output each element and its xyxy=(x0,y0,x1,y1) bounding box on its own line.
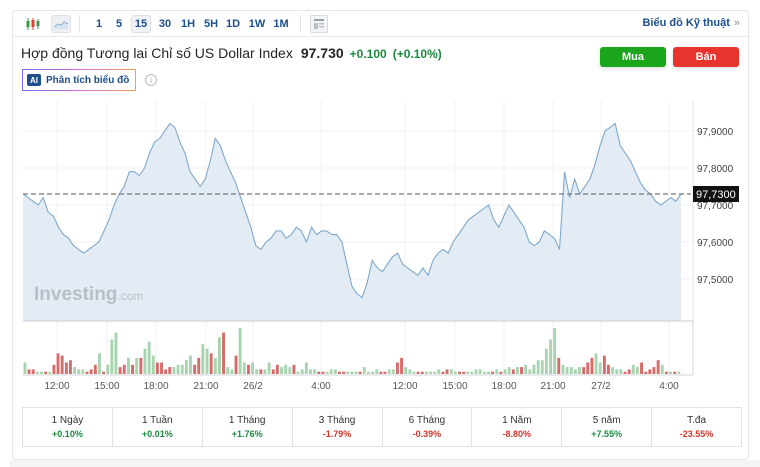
performance-period: 1 Tuần xyxy=(142,415,173,426)
price-change: +0.100 xyxy=(349,47,387,61)
sell-button[interactable]: Bán xyxy=(673,47,739,67)
performance-cell[interactable]: 6 Tháng -0.39% xyxy=(383,408,473,446)
time-axis: 12:00 15:00 18:00 21:00 26/2 4:00 12:00 15:00 18… xyxy=(44,381,679,392)
performance-period: 5 năm xyxy=(592,415,621,426)
price-line xyxy=(22,122,682,299)
chart-widget: 1 5 15 30 1H 5H 1D 1W 1M Biểu đồ Kỹ thuật» Hợp đ… xyxy=(12,10,749,460)
time-tick: 4:00 xyxy=(311,381,331,392)
price-area-fill xyxy=(23,123,681,321)
double-chevron-right-icon: » xyxy=(733,17,740,29)
ai-analysis-label: Phân tích biểu đồ xyxy=(46,74,130,86)
time-tick: 18:00 xyxy=(491,381,516,392)
timeframe-1d[interactable]: 1D xyxy=(225,18,241,30)
time-tick: 15:00 xyxy=(94,381,119,392)
ai-chart-analysis-button[interactable]: AI Phân tích biểu đồ xyxy=(22,69,137,91)
time-tick: 21:00 xyxy=(193,381,218,392)
time-tick: 4:00 xyxy=(659,381,679,392)
performance-cell[interactable]: 1 Tuần +0.01% xyxy=(113,408,203,446)
price-tick: 97,5000 xyxy=(697,275,734,286)
layout-icon[interactable] xyxy=(310,15,328,33)
timeframe-1w[interactable]: 1W xyxy=(248,18,266,30)
performance-value: +1.76% xyxy=(231,429,263,439)
performance-value: -0.39% xyxy=(412,429,442,439)
price-tick: 97,7000 xyxy=(697,201,734,212)
time-tick: 12:00 xyxy=(44,381,69,392)
performance-cell[interactable]: 5 năm +7.55% xyxy=(562,408,653,446)
technical-chart-link[interactable]: Biểu đồ Kỹ thuật» xyxy=(642,17,740,29)
timeframe-5h[interactable]: 5H xyxy=(203,18,219,30)
performance-cell[interactable]: 1 Tháng +1.76% xyxy=(203,408,293,446)
ai-icon: AI xyxy=(27,74,41,86)
volume-bars xyxy=(23,328,681,374)
price-axis: 97,9000 97,8000 97,7000 97,6000 97,5000 xyxy=(697,127,734,286)
toolbar-divider xyxy=(300,15,301,33)
performance-value: -8.80% xyxy=(502,429,532,439)
buy-button[interactable]: Mua xyxy=(600,47,666,67)
price-tick: 97,6000 xyxy=(697,238,734,249)
performance-period: 1 Ngày xyxy=(51,415,84,426)
timeframe-5[interactable]: 5 xyxy=(115,18,123,30)
performance-value: +0.01% xyxy=(141,429,173,439)
time-tick: 18:00 xyxy=(143,381,168,392)
candlestick-icon[interactable] xyxy=(23,15,43,33)
timeframe-1m[interactable]: 1M xyxy=(273,18,289,30)
performance-cell[interactable]: 1 Ngày +0.10% xyxy=(23,408,113,446)
performance-period: 1 Năm xyxy=(502,415,532,426)
time-tick: 26/2 xyxy=(243,381,263,392)
page-footer-strip xyxy=(10,460,760,467)
performance-value: -1.79% xyxy=(322,429,352,439)
last-price: 97.730 xyxy=(300,45,344,61)
performance-value: -23.55% xyxy=(679,429,714,439)
investing-watermark: Investing.com xyxy=(34,284,143,305)
time-tick: 12:00 xyxy=(392,381,417,392)
info-icon[interactable]: i xyxy=(145,74,157,86)
timeframe-1[interactable]: 1 xyxy=(95,18,103,30)
instrument-header: Hợp đồng Tương lai Chỉ số US Dollar Inde… xyxy=(21,45,442,61)
performance-cell[interactable]: T.đa -23.55% xyxy=(652,408,741,446)
timeframe-15[interactable]: 15 xyxy=(131,15,151,33)
performance-cell[interactable]: 3 Tháng -1.79% xyxy=(293,408,383,446)
timeframe-1h[interactable]: 1H xyxy=(180,18,196,30)
price-tick: 97,9000 xyxy=(697,127,734,138)
current-price-tag: 97,7300 xyxy=(693,186,739,202)
performance-table: 1 Ngày +0.10% 1 Tuần +0.01% 1 Tháng +1.76% 3 T… xyxy=(22,407,742,447)
technical-chart-label: Biểu đồ Kỹ thuật xyxy=(642,17,730,29)
price-change-percent: (+0.10%) xyxy=(392,47,442,61)
toolbar-divider xyxy=(79,15,80,33)
timeframe-30[interactable]: 30 xyxy=(158,18,172,30)
performance-period: T.đa xyxy=(687,415,707,426)
instrument-title: Hợp đồng Tương lai Chỉ số US Dollar Inde… xyxy=(21,45,293,61)
time-tick: 27/2 xyxy=(591,381,611,392)
chart-toolbar: 1 5 15 30 1H 5H 1D 1W 1M Biểu đồ Kỹ thuật» xyxy=(13,11,748,37)
performance-period: 6 Tháng xyxy=(408,415,446,426)
performance-period: 3 Tháng xyxy=(318,415,356,426)
performance-value: +0.10% xyxy=(52,429,83,439)
time-tick: 21:00 xyxy=(540,381,565,392)
area-chart-icon[interactable] xyxy=(51,15,71,33)
time-tick: 15:00 xyxy=(442,381,467,392)
performance-period: 1 Tháng xyxy=(228,415,266,426)
price-tick: 97,8000 xyxy=(697,164,734,175)
performance-cell[interactable]: 1 Năm -8.80% xyxy=(472,408,563,446)
svg-text:97,7300: 97,7300 xyxy=(696,189,736,201)
performance-value: +7.55% xyxy=(591,429,623,439)
